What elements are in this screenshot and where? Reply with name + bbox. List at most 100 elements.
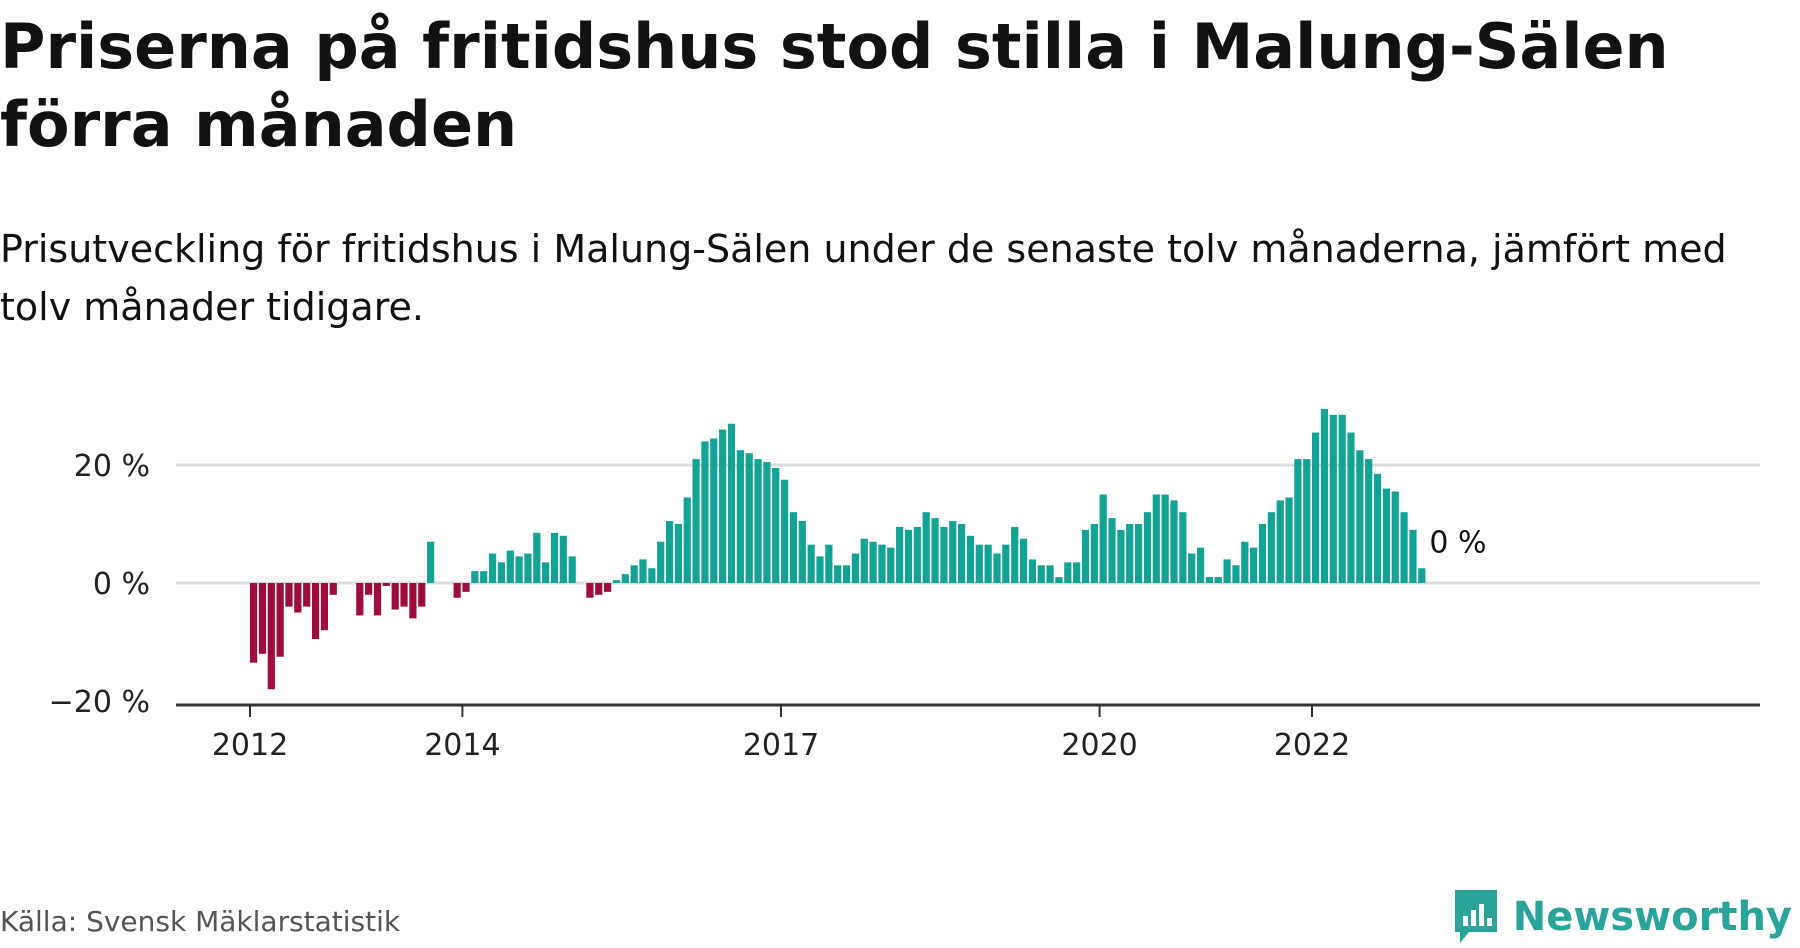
- bar: [1214, 577, 1222, 583]
- bar: [1099, 494, 1107, 583]
- end-value-label: 0 %: [1429, 525, 1486, 560]
- bar: [816, 556, 824, 583]
- bar: [533, 532, 541, 583]
- bar: [497, 562, 505, 583]
- bar: [285, 583, 293, 607]
- bar: [1152, 494, 1160, 583]
- bar: [391, 583, 399, 610]
- chart-title: Priserna på fritidshus stod stilla i Mal…: [0, 10, 1669, 161]
- bar: [763, 462, 771, 583]
- bar: [586, 583, 594, 598]
- bar: [1028, 559, 1036, 583]
- bar: [1037, 565, 1045, 583]
- bar: [674, 524, 682, 583]
- bar: [798, 521, 806, 583]
- bar: [834, 565, 842, 583]
- bar: [409, 583, 417, 619]
- bar: [1409, 529, 1417, 583]
- bar: [542, 562, 550, 583]
- bar: [1143, 512, 1152, 583]
- bar: [1418, 568, 1426, 583]
- bar: [1285, 497, 1293, 583]
- bar: [692, 459, 700, 583]
- bar: [1161, 494, 1169, 583]
- bar: [922, 512, 930, 583]
- bar: [1002, 544, 1010, 583]
- bar: [1373, 473, 1382, 583]
- bar: [524, 553, 532, 583]
- bar: [356, 583, 364, 616]
- bar: [1019, 538, 1028, 583]
- bar: [276, 583, 284, 657]
- bar: [657, 541, 665, 583]
- bar: [1294, 459, 1302, 583]
- bar: [665, 521, 674, 583]
- bar: [1073, 562, 1081, 583]
- bar: [1365, 459, 1373, 583]
- bar: [993, 553, 1001, 583]
- bar: [949, 521, 957, 583]
- bar: [1179, 512, 1187, 583]
- bar: [1223, 559, 1231, 583]
- bar: [1267, 512, 1275, 583]
- bar: [1232, 565, 1240, 583]
- bar: [1320, 408, 1329, 583]
- bar: [258, 583, 267, 654]
- bar: [789, 512, 798, 583]
- bar: [311, 583, 320, 640]
- bar: [250, 583, 258, 663]
- bar: [710, 438, 718, 583]
- bar: [975, 544, 983, 583]
- bar: [1356, 450, 1364, 583]
- bar: [621, 574, 629, 583]
- bar: [781, 479, 789, 583]
- y-tick-label: 0 %: [93, 567, 150, 602]
- bar: [1250, 547, 1258, 583]
- bar: [1011, 526, 1019, 583]
- bar: [267, 583, 275, 690]
- bar: [1338, 414, 1346, 583]
- bar: [1090, 524, 1098, 583]
- bar: [1347, 432, 1355, 583]
- bar: [754, 459, 762, 583]
- bar: [878, 544, 886, 583]
- bar: [550, 532, 559, 583]
- bar: [958, 524, 966, 583]
- x-tick-label: 2014: [424, 728, 500, 763]
- bar: [887, 547, 895, 583]
- bar: [480, 571, 488, 583]
- bar: [595, 583, 603, 595]
- bar-chart: −20 % 0 % 20 % 2012 2014 2017 2020 2022 0 %: [49, 408, 1760, 763]
- brand-name: Newsworthy: [1512, 894, 1792, 940]
- bar: [1258, 524, 1267, 583]
- bar: [515, 556, 523, 583]
- bar: [842, 565, 851, 583]
- bar: [320, 583, 328, 631]
- x-tick-label: 2017: [743, 728, 819, 763]
- bar: [639, 559, 647, 583]
- bar: [1055, 577, 1063, 583]
- bar: [851, 553, 859, 583]
- bar: [506, 550, 514, 583]
- bar: [701, 441, 709, 583]
- bar: [1391, 491, 1399, 583]
- bar: [966, 535, 975, 583]
- bar: [869, 541, 877, 583]
- bar: [303, 583, 311, 607]
- bar: [904, 529, 913, 583]
- bar: [1135, 524, 1143, 583]
- bar: [896, 526, 904, 583]
- x-tick-label: 2020: [1061, 728, 1137, 763]
- bar: [683, 497, 691, 583]
- bar: [612, 580, 621, 583]
- bar: [471, 571, 479, 583]
- bar: [294, 583, 302, 613]
- x-tick-label: 2012: [212, 728, 288, 763]
- bar: [1303, 459, 1311, 583]
- bar: [984, 544, 992, 583]
- bar: [427, 541, 435, 583]
- bar: [913, 526, 921, 583]
- bar: [940, 526, 948, 583]
- y-tick-label: −20 %: [49, 685, 150, 720]
- bar: [745, 453, 753, 583]
